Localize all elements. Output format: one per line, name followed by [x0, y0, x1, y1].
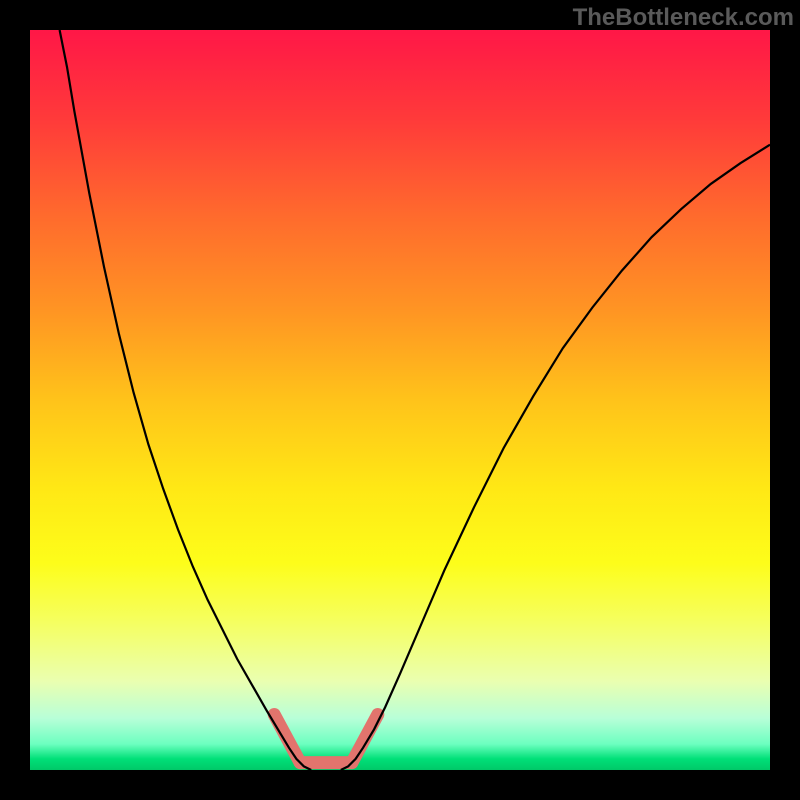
plot-background [30, 30, 770, 770]
frame-border-bottom [0, 770, 800, 800]
frame-border-left [0, 0, 30, 800]
bottleneck-chart [0, 0, 800, 800]
frame-border-right [770, 0, 800, 800]
watermark-text: TheBottleneck.com [573, 4, 794, 32]
